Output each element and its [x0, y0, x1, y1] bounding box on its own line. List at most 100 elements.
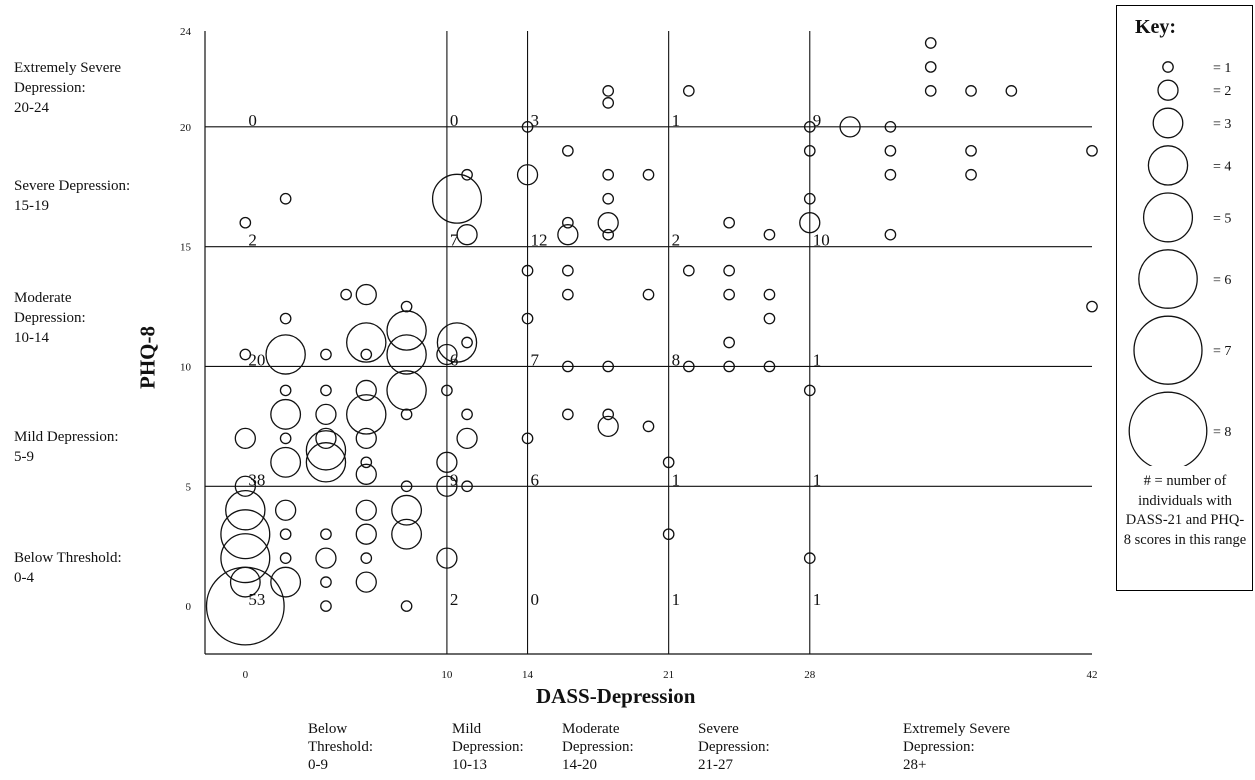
data-bubble — [270, 446, 302, 478]
data-bubble — [436, 343, 458, 366]
y-tick-label: 0 — [186, 601, 192, 613]
cell-count-label: 10 — [813, 231, 830, 250]
data-bubble — [360, 348, 373, 361]
legend-label: = 3 — [1213, 117, 1231, 132]
data-bubble — [386, 370, 427, 411]
cell-count-label: 1 — [672, 111, 681, 130]
data-bubble — [602, 408, 615, 421]
cell-count-label: 20 — [248, 350, 265, 369]
data-bubble — [456, 427, 478, 449]
data-bubble — [803, 384, 816, 397]
data-bubble — [320, 600, 332, 612]
data-bubble — [265, 334, 306, 375]
data-bubble — [461, 408, 473, 421]
data-bubble — [562, 408, 574, 421]
x-category-label-extremely-severe: Extremely Severe Depression: 28+ — [903, 721, 1011, 773]
legend-label: = 1 — [1213, 61, 1231, 76]
data-bubble — [839, 116, 861, 138]
data-bubble — [763, 228, 776, 241]
data-bubble — [924, 85, 937, 97]
data-bubble — [521, 312, 534, 325]
legend-bubble — [1162, 61, 1174, 73]
cell-count-label: 0 — [248, 111, 257, 130]
data-bubble — [279, 552, 292, 565]
cell-count-label: 6 — [450, 350, 459, 369]
cell-count-label: 7 — [531, 350, 540, 369]
data-bubble — [220, 533, 271, 584]
cell-count-label: 1 — [813, 470, 822, 489]
data-bubble — [441, 384, 453, 397]
legend-label: = 8 — [1213, 425, 1231, 440]
x-tick-label: 14 — [522, 669, 534, 681]
data-bubble — [803, 144, 816, 157]
data-bubble — [597, 415, 619, 438]
data-bubble — [662, 456, 675, 469]
data-bubble — [682, 264, 695, 277]
legend-title: Key: — [1135, 16, 1177, 38]
y-tick-label: 5 — [186, 481, 192, 493]
data-bubble — [884, 228, 897, 241]
legend-label: = 5 — [1213, 211, 1231, 226]
cell-count-label: 1 — [672, 590, 681, 609]
data-bubble — [346, 394, 387, 435]
y-category-label-severe: Severe Depression: 15-19 — [14, 178, 131, 214]
data-bubble — [355, 499, 377, 521]
y-tick-label: 15 — [180, 242, 192, 254]
legend-bubble — [1138, 249, 1198, 309]
cell-count-label: 1 — [813, 350, 822, 369]
data-bubble — [642, 420, 655, 433]
y-tick-label: 10 — [180, 361, 192, 373]
data-bubble — [602, 97, 615, 109]
data-bubble — [803, 192, 816, 205]
data-bubble — [355, 283, 377, 306]
data-bubble — [431, 173, 483, 224]
data-bubble — [803, 552, 816, 565]
data-bubble — [562, 144, 574, 157]
data-bubble — [320, 384, 332, 397]
data-bubble — [456, 224, 478, 246]
data-bubble — [229, 566, 261, 598]
cell-count-label: 12 — [531, 231, 548, 250]
data-bubble — [386, 334, 427, 375]
data-bubble — [562, 360, 574, 373]
cell-count-label: 6 — [531, 470, 540, 489]
legend-note: # = number of individuals with DASS-21 a… — [1123, 473, 1247, 548]
data-bubble — [1005, 85, 1018, 97]
data-bubble — [360, 552, 373, 565]
data-bubble — [400, 408, 413, 421]
x-category-label-below: Below Threshold: 0-9 — [308, 721, 373, 773]
data-bubble — [884, 120, 897, 133]
data-bubble — [723, 288, 735, 301]
data-bubble — [557, 224, 579, 246]
data-bubble — [315, 427, 337, 449]
data-bubble — [279, 384, 292, 397]
data-bubble — [436, 322, 478, 363]
data-bubble — [924, 61, 937, 73]
data-bubble — [763, 360, 776, 373]
data-bubble — [965, 144, 977, 157]
cell-count-label: 7 — [450, 231, 459, 250]
data-bubble — [355, 379, 377, 402]
x-tick-label: 21 — [663, 669, 674, 681]
data-bubble — [305, 442, 347, 483]
data-bubble — [355, 523, 377, 545]
cell-count-label: 8 — [672, 350, 681, 369]
legend-bubble — [1142, 192, 1194, 243]
data-bubble — [315, 403, 337, 426]
legend-bubble — [1152, 107, 1184, 139]
data-bubble — [346, 322, 387, 363]
data-bubble — [220, 509, 271, 560]
cell-count-label: 0 — [450, 111, 459, 130]
data-bubble — [355, 571, 377, 593]
cell-count-label: 2 — [248, 231, 257, 250]
y-tick-label: 20 — [180, 122, 192, 134]
data-bubble — [320, 576, 332, 588]
y-axis-title: PHQ-8 — [135, 326, 160, 389]
cell-count-label: 1 — [672, 470, 681, 489]
data-bubble — [884, 144, 897, 157]
data-bubble — [662, 528, 675, 541]
data-bubble — [602, 228, 615, 241]
data-bubble — [521, 120, 534, 133]
data-bubble — [279, 192, 292, 205]
